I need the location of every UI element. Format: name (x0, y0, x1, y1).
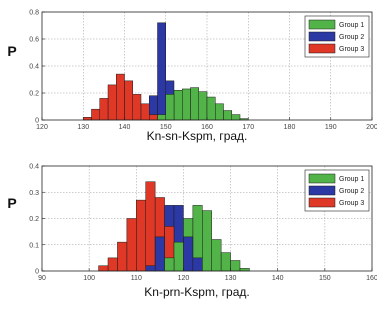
bar-group-1 (164, 257, 175, 272)
legend-label: Group 3 (339, 46, 364, 53)
x-tick-label: 140 (119, 124, 131, 131)
x-axis-label: Kn-prn-Kspm, град. (144, 285, 249, 299)
legend-swatch (308, 185, 336, 196)
bar-group-2 (157, 22, 166, 121)
bar-group-1 (230, 260, 241, 272)
bar-group-1 (173, 90, 183, 121)
bar-group-3 (83, 117, 92, 121)
x-axis-label: Kn-sn-Kspm, град. (147, 129, 248, 143)
bar-group-3 (107, 257, 118, 272)
y-tick-label: 0 (35, 269, 39, 276)
y-axis-label: P (7, 43, 16, 59)
bottom-histogram-panel: 90 100 110 120 130 140 150 160 0 0.1 0.2 0.3 0.4 Kn-p… (7, 164, 377, 300)
y-tick-label: 0 (35, 118, 39, 125)
legend-swatch (308, 43, 336, 54)
bar-group-1 (223, 110, 232, 121)
bar-group-2 (192, 257, 203, 272)
x-tick-label: 180 (284, 124, 296, 131)
bar-group-1 (182, 88, 191, 121)
bar-group-2 (154, 236, 165, 272)
x-tick-label: 190 (325, 124, 337, 131)
bar-group-3 (140, 103, 150, 121)
bar-group-1 (190, 87, 199, 121)
y-tick-label: 0.1 (29, 242, 39, 249)
bar-group-3 (116, 73, 125, 121)
bar-group-1 (202, 210, 212, 272)
bar-group-3 (124, 80, 133, 121)
bar-group-3 (149, 114, 158, 121)
x-tick-label: 170 (242, 124, 254, 131)
legend-label: Group 2 (339, 188, 364, 195)
bar-group-3 (107, 84, 117, 121)
y-tick-label: 0.3 (29, 190, 39, 197)
y-tick-label: 0.4 (29, 164, 39, 171)
legend-label: Group 1 (339, 22, 364, 29)
legend-label: Group 1 (339, 176, 364, 183)
x-tick-label: 150 (319, 275, 331, 282)
bar-group-1 (157, 114, 166, 121)
legend-swatch (308, 173, 336, 184)
bar-group-3 (117, 241, 128, 272)
x-tick-label: 160 (366, 275, 377, 282)
x-tick-label: 130 (225, 275, 237, 282)
y-axis-label: P (7, 195, 16, 211)
x-tick-label: 120 (36, 124, 48, 131)
bar-group-1 (206, 96, 216, 121)
bar-group-1 (198, 91, 208, 121)
x-tick-label: 130 (77, 124, 89, 131)
legend-swatch (308, 19, 336, 30)
bar-group-1 (173, 241, 184, 272)
x-tick-label: 120 (178, 275, 190, 282)
bar-group-3 (99, 98, 109, 121)
y-tick-label: 0.6 (29, 37, 39, 44)
legend-label: Group 2 (339, 34, 364, 41)
x-tick-label: 110 (131, 275, 142, 282)
x-tick-label: 150 (160, 124, 172, 131)
bar-group-1 (220, 252, 231, 272)
bar-group-1 (165, 94, 175, 121)
y-tick-label: 0.4 (29, 64, 39, 71)
y-tick-label: 0.2 (29, 216, 39, 223)
bar-group-3 (145, 181, 156, 272)
bar-group-3 (126, 218, 137, 272)
bar-group-1 (211, 239, 222, 272)
bar-group-3 (132, 94, 142, 121)
x-tick-label: 90 (38, 275, 46, 282)
y-tick-label: 0.8 (29, 10, 39, 17)
x-tick-label: 140 (272, 275, 284, 282)
bar-group-2 (145, 265, 156, 272)
bar-group-2 (183, 236, 194, 272)
top-histogram-panel: 120 130 140 150 160 170 180 190 200 0 0.2 0.4 0.6 0.8… (7, 10, 377, 144)
x-tick-label: 100 (83, 275, 95, 282)
bar-group-3 (91, 108, 100, 121)
legend-swatch (308, 31, 336, 42)
bar-group-1 (231, 114, 241, 121)
bar-group-1 (215, 103, 224, 121)
y-tick-label: 0.2 (29, 91, 39, 98)
bar-group-3 (98, 265, 109, 272)
x-tick-label: 160 (201, 124, 213, 131)
legend-swatch (308, 197, 336, 208)
legend-label: Group 3 (339, 200, 364, 207)
x-tick-label: 200 (366, 124, 377, 131)
bar-group-3 (136, 199, 146, 272)
